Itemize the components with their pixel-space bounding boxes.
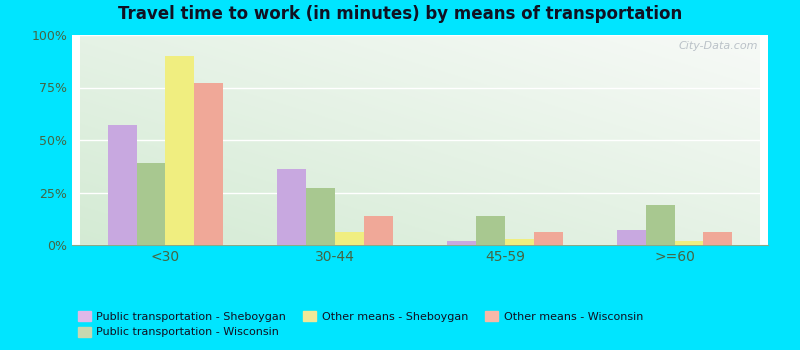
- Bar: [306, 188, 335, 245]
- Bar: [278, 169, 306, 245]
- Text: Travel time to work (in minutes) by means of transportation: Travel time to work (in minutes) by mean…: [118, 5, 682, 23]
- Bar: [194, 83, 223, 245]
- Bar: [534, 232, 562, 245]
- Legend: Public transportation - Sheboygan, Public transportation - Wisconsin, Other mean: Public transportation - Sheboygan, Publi…: [78, 312, 643, 337]
- Bar: [703, 232, 732, 245]
- Bar: [617, 230, 646, 245]
- Bar: [505, 239, 534, 245]
- Bar: [646, 205, 674, 245]
- Bar: [335, 232, 364, 245]
- Bar: [476, 216, 505, 245]
- Bar: [447, 241, 476, 245]
- Bar: [137, 163, 166, 245]
- Bar: [364, 216, 393, 245]
- Bar: [108, 125, 137, 245]
- Text: City-Data.com: City-Data.com: [678, 41, 758, 51]
- Bar: [674, 241, 703, 245]
- Bar: [166, 56, 194, 245]
